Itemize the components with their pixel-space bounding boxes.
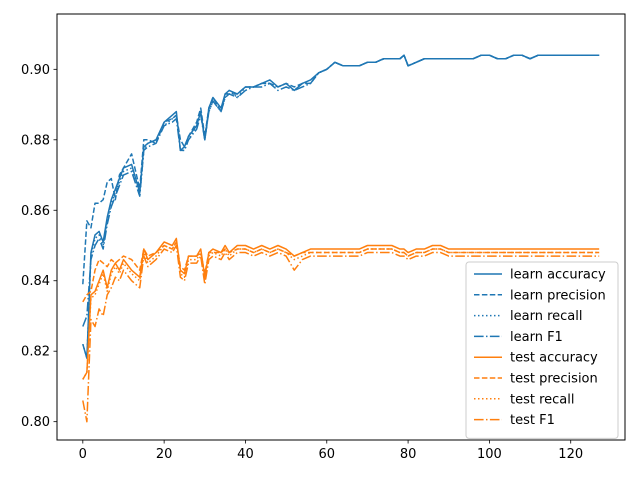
x-tick-label: 40 — [237, 447, 254, 462]
legend-label-1: learn precision — [510, 288, 606, 303]
y-tick-label: 0.82 — [21, 345, 50, 360]
legend-label-0: learn accuracy — [510, 268, 606, 283]
legend-label-4: test accuracy — [510, 351, 598, 366]
x-tick-label: 100 — [477, 447, 502, 462]
series-line-6 — [82, 241, 600, 380]
series-line-5 — [82, 241, 600, 303]
legend-box — [465, 261, 619, 439]
series-line-7 — [82, 244, 600, 423]
y-tick-label: 0.86 — [21, 204, 50, 219]
plot-frame — [56, 13, 626, 441]
legend-label-3: learn F1 — [510, 330, 563, 345]
y-tick-label: 0.88 — [21, 133, 50, 148]
x-tick-label: 80 — [400, 447, 417, 462]
legend-label-5: test precision — [510, 372, 598, 387]
x-tick-label: 0 — [79, 447, 87, 462]
y-tick-label: 0.84 — [21, 274, 50, 289]
y-tick-label: 0.90 — [21, 63, 50, 78]
legend-label-6: test recall — [510, 392, 575, 407]
x-axis: 0 20 40 60 80 100 120 — [79, 440, 583, 462]
legend-label-7: test F1 — [510, 413, 555, 428]
y-axis: 0.80 0.82 0.84 0.86 0.88 0.90 — [21, 63, 57, 430]
x-tick-label: 120 — [558, 447, 583, 462]
x-tick-label: 20 — [156, 447, 173, 462]
x-tick-label: 60 — [318, 447, 335, 462]
legend: learn accuracy learn precision learn recal… — [465, 261, 619, 439]
y-tick-label: 0.80 — [21, 415, 50, 430]
legend-label-2: learn recall — [510, 309, 582, 324]
series-line-3 — [82, 54, 600, 327]
series-layer — [82, 54, 600, 423]
